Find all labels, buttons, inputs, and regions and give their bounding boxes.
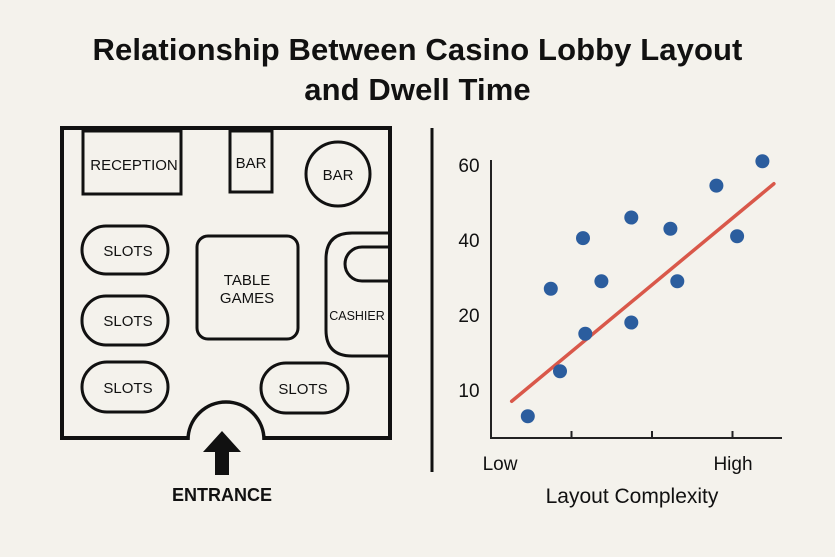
entrance-arch [186,400,266,441]
data-point-6 [594,274,609,289]
entrance-label: ENTRANCE [172,485,272,505]
table-games-label-line2: GAMES [220,290,274,307]
x-tick-marks [570,431,734,438]
trend-layer [509,182,776,403]
table-games-label-line1: TABLE [224,272,270,289]
reception-box [81,129,183,196]
outer-wall [60,126,392,440]
y-tick-label-60: 60 [458,156,479,177]
data-point-7 [624,210,639,225]
floor-plan [60,126,392,441]
diagram-title: Relationship Between Casino Lobby Layout… [0,30,835,110]
x-tick-label-high: High [713,454,752,475]
floor-plan-labels: RECEPTION BAR BAR SLOTS SLOTS SLOTS SLOT… [90,155,385,505]
data-point-8 [624,315,639,330]
cashier-label: CASHIER [329,309,385,323]
y-tick-label-20: 20 [458,306,479,327]
bar-round [304,140,372,208]
data-point-3 [553,364,567,379]
data-point-13 [755,154,770,169]
slots-label-3: SLOTS [103,380,152,397]
scatter-chart: 10 20 40 60 Low High Layout Complexity [458,154,782,508]
slots-label-1: SLOTS [103,243,152,260]
bar-round-label: BAR [323,167,354,184]
slots-label-4: SLOTS [278,381,327,398]
data-point-10 [670,274,685,289]
y-tick-label-10: 10 [458,381,479,402]
slots-area-1 [80,224,170,276]
data-point-11 [709,178,724,193]
data-point-9 [663,221,678,236]
slots-area-2 [80,294,170,347]
title-line-1: Relationship Between Casino Lobby Layout [92,32,743,67]
cashier-window [343,245,390,283]
bar-box [228,129,274,194]
x-tick-label-low: Low [483,454,518,475]
data-point-12 [730,229,745,244]
data-point-4 [576,231,590,246]
y-tick-labels: 10 20 40 60 [458,156,479,402]
title-line-2: and Dwell Time [304,72,531,107]
slots-label-2: SLOTS [103,313,152,330]
data-point-2 [543,281,558,296]
slots-area-4 [259,361,350,415]
y-tick-label-40: 40 [458,231,479,252]
arrow-up-icon [203,431,241,475]
data-point-5 [578,326,593,341]
slots-area-3 [80,360,170,414]
cashier-counter [324,231,390,358]
data-point-1 [520,409,535,424]
trend-line [509,182,776,403]
bar-label: BAR [236,155,267,172]
reception-label: RECEPTION [90,157,178,174]
x-axis-label: Layout Complexity [546,485,719,508]
points-layer [520,154,770,424]
table-games-box [195,234,300,341]
